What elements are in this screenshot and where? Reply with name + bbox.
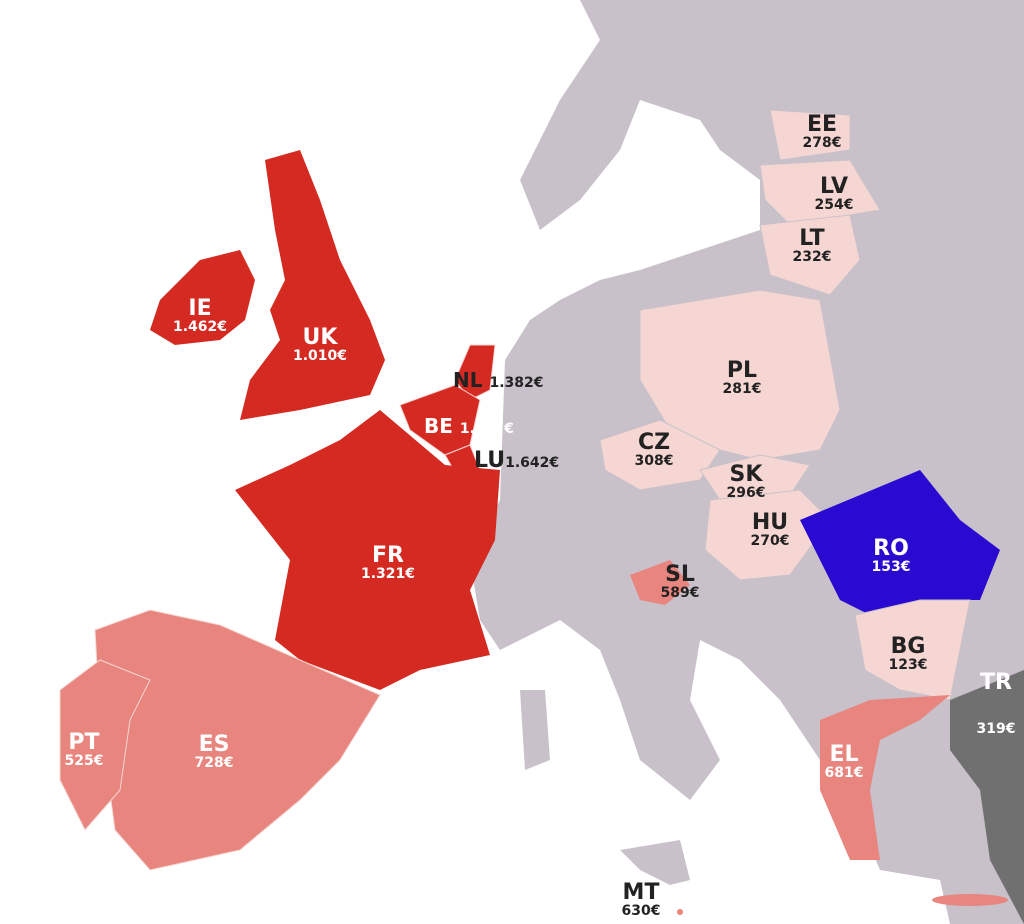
label-CZ: CZ 308€ (634, 430, 674, 469)
country-value: 1.382€ (489, 375, 544, 391)
country-code: UK (302, 325, 338, 350)
country-value: 281€ (722, 381, 762, 397)
country-SK[interactable] (699, 454, 811, 501)
label-PL: PL 281€ (722, 358, 762, 397)
country-value: 123€ (888, 657, 928, 673)
label-SL: SL 589€ (660, 562, 700, 601)
label-BE: BE 1.387€ (424, 414, 514, 438)
country-value: 1.462€ (172, 319, 228, 335)
country-value: 1.321€ (360, 566, 416, 582)
label-EE: EE 278€ (802, 112, 842, 151)
country-code: ES (198, 732, 230, 757)
label-HU: HU 270€ (750, 510, 790, 549)
country-code: TR (980, 670, 1012, 695)
country-code: BE (424, 414, 453, 438)
country-value: 308€ (634, 453, 674, 469)
label-LV: LV 254€ (814, 174, 854, 213)
country-IE[interactable] (150, 250, 255, 345)
country-code: HU (751, 510, 789, 535)
country-code: EE (806, 112, 838, 137)
country-code: LV (819, 174, 848, 199)
label-PT: PT 525€ (64, 730, 104, 769)
country-value: 728€ (194, 755, 234, 771)
country-FR[interactable] (235, 410, 500, 690)
country-LT[interactable] (759, 214, 861, 296)
country-PT[interactable] (59, 659, 151, 831)
country-value: 1.010€ (292, 348, 348, 364)
country-value: 278€ (802, 135, 842, 151)
label-TR: TR 319€ (976, 670, 1016, 737)
country-code: EL (829, 742, 859, 767)
country-value: 254€ (814, 197, 854, 213)
country-code: PT (68, 730, 100, 755)
label-UK: UK 1.010€ (292, 325, 348, 364)
country-value: 296€ (726, 485, 766, 501)
country-value: 525€ (64, 753, 104, 769)
country-code: PL (726, 358, 758, 383)
country-code: IE (188, 296, 212, 321)
label-LT: LT 232€ (792, 226, 832, 265)
label-LU: LU1.642€ (474, 448, 559, 473)
country-value: 319€ (976, 721, 1016, 737)
country-BG[interactable] (854, 599, 971, 701)
country-code: SK (729, 462, 763, 487)
country-CZ[interactable] (599, 419, 721, 491)
country-code: NL (453, 368, 483, 392)
country-code: LT (799, 226, 825, 251)
country-value: 630€ (621, 903, 661, 919)
country-code: LU (474, 448, 506, 473)
country-code: MT (622, 880, 660, 905)
label-EL: EL 681€ (824, 742, 864, 781)
label-SK: SK 296€ (726, 462, 766, 501)
country-HU[interactable] (704, 489, 831, 581)
country-value: 270€ (750, 533, 790, 549)
country-value: 589€ (660, 585, 700, 601)
country-code: CZ (637, 430, 671, 455)
label-ES: ES 728€ (194, 732, 234, 771)
country-ES[interactable] (94, 609, 381, 871)
country-value: 232€ (792, 249, 832, 265)
label-BG: BG 123€ (888, 634, 928, 673)
label-NL: NL 1.382€ (453, 368, 543, 392)
country-EL[interactable] (820, 695, 950, 860)
country-EL-crete[interactable] (932, 894, 1008, 906)
label-RO: RO 153€ (871, 536, 911, 575)
country-value: 153€ (871, 559, 911, 575)
country-value: 1.387€ (459, 421, 514, 437)
country-code: FR (372, 543, 404, 568)
country-EE[interactable] (769, 109, 851, 161)
other-land-sardinia (520, 690, 550, 770)
label-IE: IE 1.462€ (172, 296, 228, 335)
country-PL[interactable] (639, 289, 841, 461)
country-value: 681€ (824, 765, 864, 781)
label-FR: FR 1.321€ (360, 543, 416, 582)
country-SL[interactable] (630, 560, 690, 605)
label-MT: MT 630€ (621, 880, 661, 919)
country-UK[interactable] (240, 150, 385, 420)
country-code: BG (890, 634, 926, 659)
country-code: SL (665, 562, 695, 587)
country-TR[interactable] (950, 670, 1024, 924)
country-code: RO (873, 536, 909, 561)
other-land-sicily (620, 840, 690, 885)
country-RO[interactable] (800, 470, 1000, 615)
country-MT[interactable] (677, 909, 683, 915)
country-value: 1.642€ (505, 455, 560, 471)
